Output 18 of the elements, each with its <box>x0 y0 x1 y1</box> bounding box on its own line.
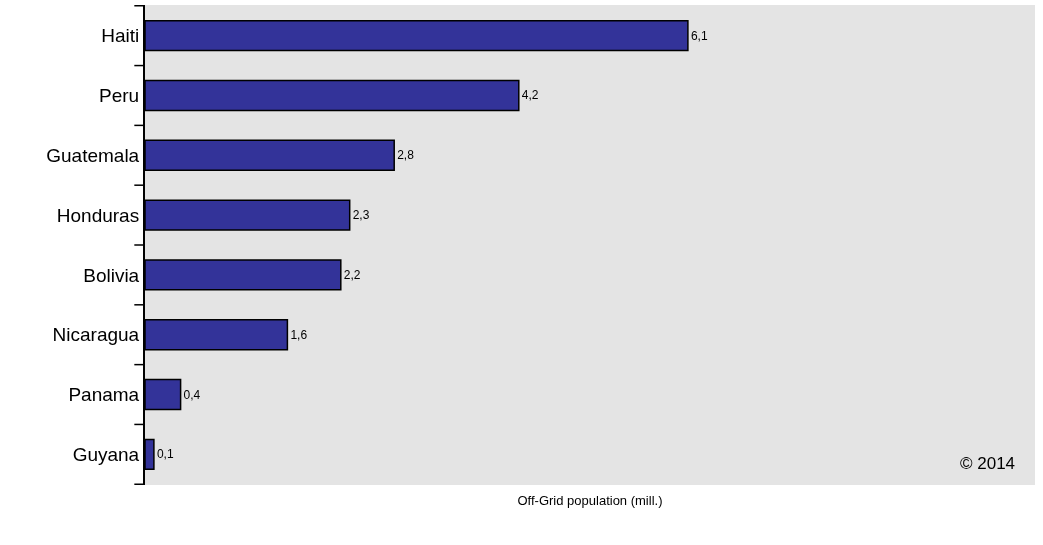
data-label: 0,4 <box>183 387 201 402</box>
data-label: 1,6 <box>290 327 308 342</box>
y-tick-label: Honduras <box>56 204 140 226</box>
y-tick-label: Haiti <box>101 25 140 47</box>
x-axis-title: Off-Grid population (mill.) <box>517 492 663 508</box>
data-label: 4,2 <box>521 88 539 103</box>
annotation: © 2014 <box>960 454 1016 473</box>
y-tick-label: Nicaragua <box>52 324 140 346</box>
data-label: 2,8 <box>397 148 415 163</box>
data-label: 2,3 <box>352 208 370 223</box>
data-label: 0,1 <box>156 447 174 462</box>
y-tick-label: Bolivia <box>83 264 140 286</box>
y-tick-label: Panama <box>68 384 140 406</box>
y-tick-label: Peru <box>99 85 140 107</box>
data-label: 2,2 <box>343 267 361 282</box>
y-tick-label: Guatemala <box>46 144 140 166</box>
y-tick-label: Guyana <box>72 443 140 465</box>
data-label: 6,1 <box>690 28 708 43</box>
